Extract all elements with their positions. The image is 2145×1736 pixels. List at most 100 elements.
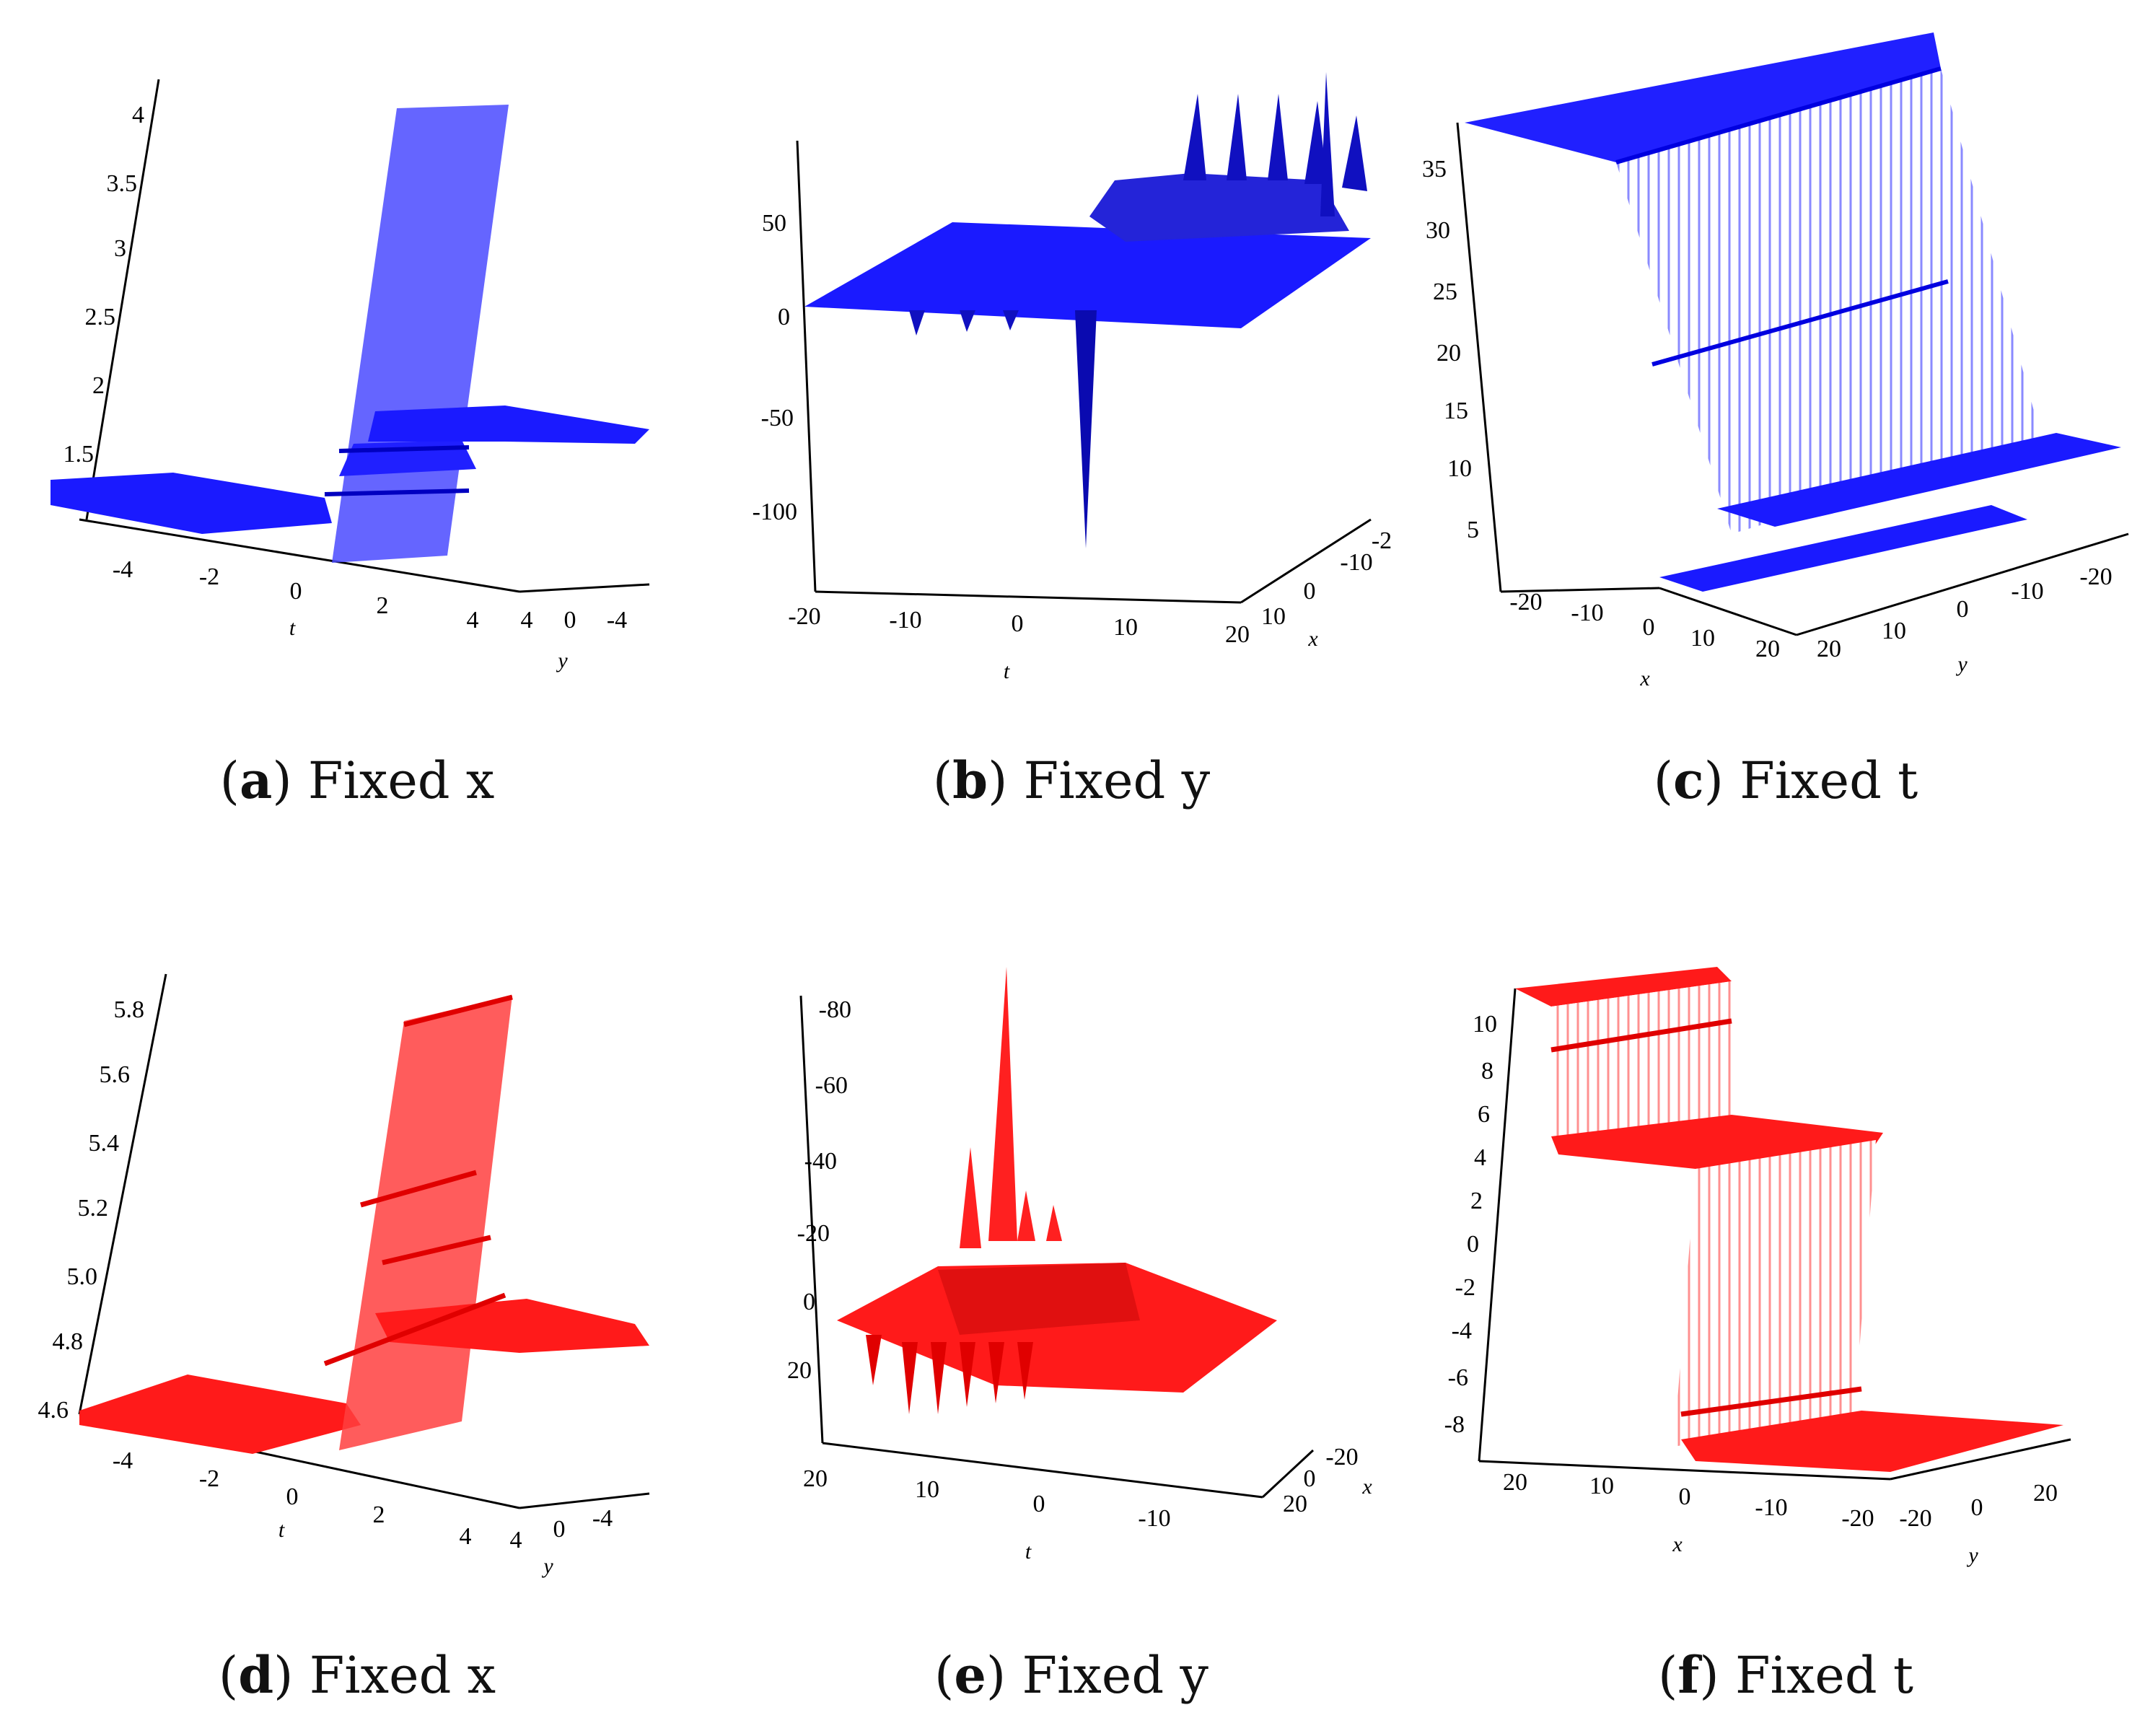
tick-label: 10: [1113, 614, 1138, 641]
tick-label: -4: [113, 1447, 133, 1474]
axis-label-y: y: [556, 649, 568, 672]
tick-label: -20: [1841, 1505, 1874, 1532]
tick-label: -10: [2011, 578, 2043, 605]
tick-label: 10: [1690, 625, 1715, 652]
tick-label: 4: [460, 1523, 472, 1550]
tick-label: 4.6: [38, 1397, 69, 1424]
tick-label: 0: [286, 1483, 299, 1510]
tick-label: 3: [114, 235, 126, 262]
tick-label: -2: [199, 1465, 219, 1492]
tick-label: -60: [815, 1072, 848, 1099]
tick-label: -10: [1571, 600, 1603, 626]
panel-b: 50 0 -50 -100 -20 -10 0 10 20 t 10 0 -10…: [753, 72, 1392, 683]
tick-label: 20: [1436, 340, 1461, 367]
panel-f-y-ticks: -20 0 20 y: [1899, 1480, 2058, 1567]
axis-label-t: t: [1025, 1540, 1032, 1564]
panel-e-axes: [799, 995, 1315, 1499]
tick-label: -50: [761, 405, 794, 431]
panel-d-z-ticks: 5.8 5.6 5.4 5.2 5.0 4.8 4.6: [38, 996, 145, 1424]
axis-label-t: t: [278, 1518, 285, 1542]
tick-label: 10: [1882, 618, 1906, 644]
panel-c: 35 30 25 20 15 10 5 -20 -10 0 10 20 x 20…: [1422, 32, 2129, 691]
tick-label: 0: [1679, 1483, 1691, 1510]
tick-label: 30: [1426, 217, 1450, 244]
panel-b-axes: [796, 140, 1372, 604]
tick-label: 8: [1481, 1058, 1493, 1084]
tick-label: 5: [1467, 517, 1479, 543]
axis-label-x: x: [1672, 1533, 1683, 1556]
tick-label: 4: [467, 607, 479, 634]
panel-c-axes: [1456, 122, 2129, 636]
tick-label: 2.5: [85, 304, 116, 330]
tick-label: 0: [803, 1289, 815, 1315]
tick-label: -10: [1138, 1505, 1170, 1532]
panel-f: 10 8 6 4 2 0 -2 -4 -6 -8 20 10 0 -10 -20…: [1444, 967, 2071, 1567]
tick-label: -10: [1340, 549, 1372, 576]
caption-e: (e) Fixed y: [934, 1645, 1209, 1705]
tick-label: 0: [290, 578, 302, 605]
tick-label: 10: [915, 1476, 939, 1503]
tick-label: 5.6: [100, 1061, 131, 1088]
panel-e-x-ticks: -20 0 20 x: [1283, 1444, 1372, 1517]
tick-label: -20: [1509, 589, 1542, 615]
tick-label: 20: [1755, 636, 1780, 662]
axis-label-x: x: [1361, 1475, 1372, 1499]
tick-label: 10: [1589, 1473, 1614, 1499]
tick-label: 0: [778, 304, 790, 330]
tick-label: 5.4: [89, 1130, 120, 1157]
tick-label: -4: [592, 1505, 613, 1532]
panel-c-z-ticks: 35 30 25 20 15 10 5: [1422, 156, 1479, 543]
tick-label: 35: [1422, 156, 1447, 183]
tick-label: 10: [1447, 455, 1472, 482]
panel-b-t-ticks: -20 -10 0 10 20 t: [788, 603, 1250, 683]
tick-label: 4: [521, 607, 533, 634]
panel-d-t-ticks: -4 -2 0 2 4 t: [113, 1447, 472, 1550]
tick-label: 20: [787, 1357, 812, 1384]
tick-label: -4: [1452, 1318, 1472, 1344]
tick-label: -8: [1444, 1411, 1465, 1438]
axis-label-y: y: [1955, 652, 1968, 676]
panel-a-surface: [51, 105, 649, 563]
tick-label: 0: [553, 1516, 566, 1543]
tick-label: -20: [788, 603, 820, 630]
panel-a: 4 3.5 3 2.5 2 1.5 -4 -2 0 2 4 t 4 0 -4 y: [51, 79, 650, 672]
tick-label: 15: [1444, 398, 1468, 424]
tick-label: 0: [1304, 578, 1316, 605]
tick-label: -2: [199, 564, 219, 590]
tick-label: 4: [132, 102, 144, 128]
tick-label: 0: [1033, 1491, 1045, 1517]
tick-label: 4: [1474, 1144, 1486, 1171]
panel-f-x-ticks: 20 10 0 -10 -20 x: [1503, 1469, 1874, 1556]
tick-label: 1.5: [63, 441, 95, 468]
caption-c: (c) Fixed t: [1653, 750, 1918, 810]
axis-label-y: y: [541, 1554, 553, 1578]
tick-label: 4.8: [53, 1328, 84, 1355]
tick-label: -20: [1899, 1505, 1931, 1532]
tick-label: 20: [1225, 621, 1250, 648]
tick-label: 25: [1433, 279, 1457, 305]
tick-label: 0: [1467, 1231, 1479, 1258]
panel-e-t-ticks: 20 10 0 -10 t: [803, 1465, 1171, 1564]
panel-a-z-ticks: 4 3.5 3 2.5 2 1.5: [63, 102, 145, 468]
tick-label: -80: [819, 996, 851, 1023]
tick-label: -6: [1448, 1364, 1468, 1391]
tick-label: 5.2: [78, 1195, 109, 1222]
tick-label: -20: [797, 1220, 830, 1247]
panel-a-t-ticks: -4 -2 0 2 4 t: [113, 556, 479, 640]
tick-label: 10: [1261, 603, 1286, 630]
panel-d-y-ticks: 4 0 -4 y: [510, 1505, 613, 1578]
tick-label: 4: [510, 1527, 522, 1553]
panel-b-z-ticks: 50 0 -50 -100: [753, 210, 797, 525]
caption-f: (f) Fixed t: [1657, 1645, 1914, 1705]
panel-e-surface: [837, 967, 1277, 1414]
caption-d: (d) Fixed x: [218, 1645, 496, 1705]
tick-label: -20: [2079, 564, 2112, 590]
panel-c-x-ticks: -20 -10 0 10 20 x: [1509, 589, 1780, 691]
tick-label: 6: [1478, 1101, 1490, 1128]
tick-label: 20: [1283, 1491, 1307, 1517]
panel-f-axes: [1478, 988, 2071, 1481]
tick-label: -2: [1372, 527, 1392, 554]
tick-label: 2: [373, 1502, 385, 1528]
tick-label: 50: [762, 210, 786, 237]
